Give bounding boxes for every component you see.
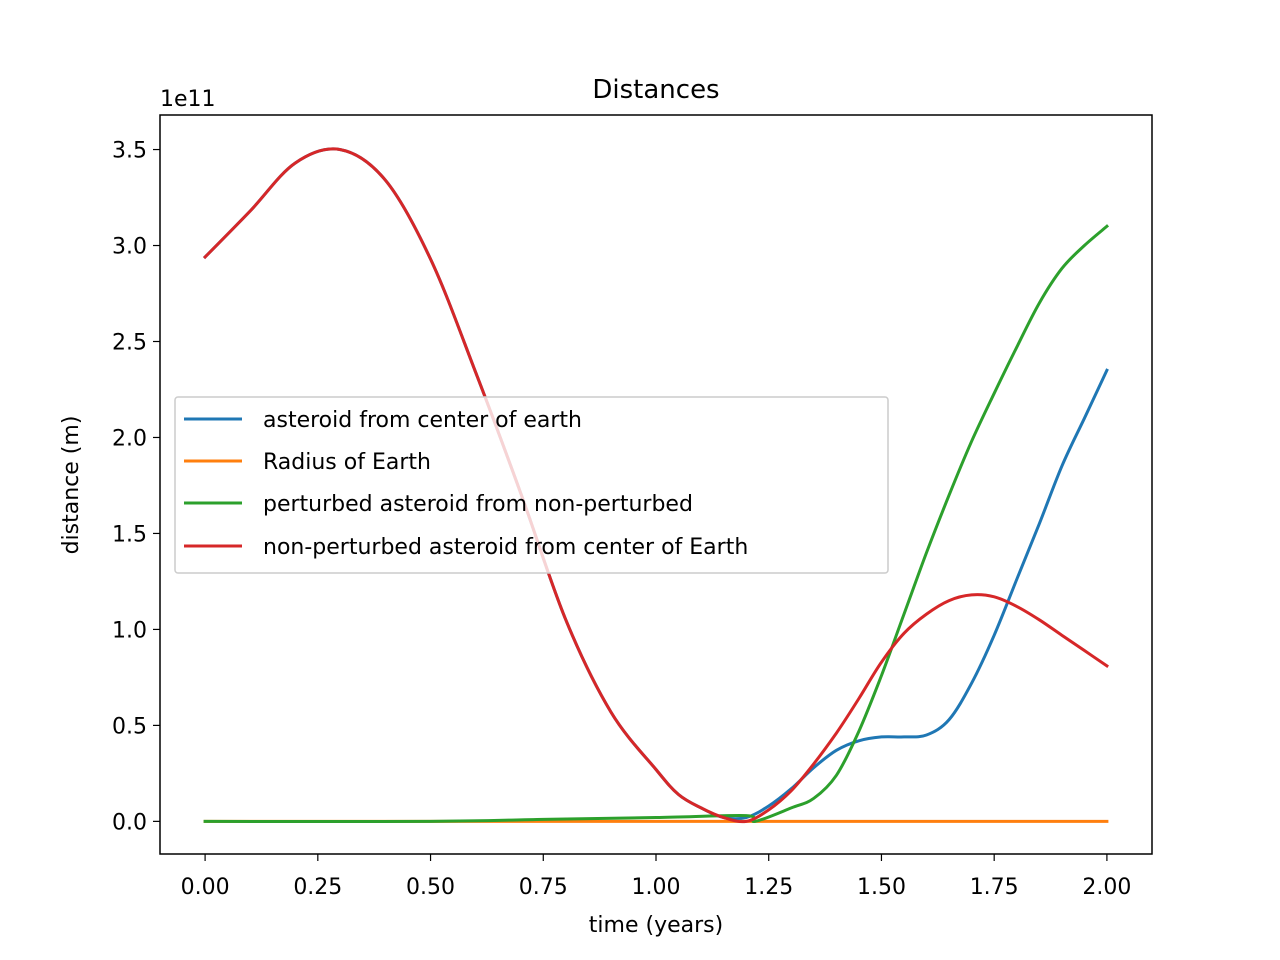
x-tick-label: 0.00 — [181, 875, 230, 900]
y-axis-ticks: 0.0 0.5 1.0 1.5 2.0 2.5 3.0 3.5 — [112, 139, 160, 835]
y-tick-label: 0.5 — [112, 714, 147, 739]
series-line-non-perturbed-asteroid — [202, 147, 1109, 824]
y-tick-label: 0.0 — [112, 810, 147, 835]
x-tick-label: 2.00 — [1082, 875, 1131, 900]
chart-title: Distances — [592, 75, 719, 105]
legend-entry-perturbed-asteroid: perturbed asteroid from non-perturbed — [184, 492, 693, 517]
y-tick-label: 1.5 — [112, 522, 147, 547]
x-tick-label: 1.75 — [970, 875, 1019, 900]
x-tick-label: 0.50 — [406, 875, 455, 900]
y-tick-label: 2.5 — [112, 330, 147, 355]
legend-frame — [174, 396, 889, 574]
legend-entry-radius-of-earth: Radius of Earth — [184, 450, 431, 475]
plot-frame — [159, 114, 1153, 855]
series-line-perturbed-asteroid — [203, 224, 1110, 824]
x-axis-ticks: 0.00 0.25 0.50 0.75 1.00 1.25 1.50 1.75 2.00 — [181, 854, 1131, 900]
legend-label: asteroid from center of earth — [263, 408, 582, 433]
y-offset-label: 1e11 — [160, 87, 216, 112]
y-tick-label: 3.5 — [112, 139, 147, 164]
legend-label: Radius of Earth — [263, 450, 431, 475]
y-tick-label: 3.0 — [112, 235, 147, 260]
legend-entry-asteroid-from-center-of-earth: asteroid from center of earth — [184, 408, 582, 433]
series-lines — [202, 147, 1110, 824]
y-axis-label: distance (m) — [59, 416, 84, 555]
x-tick-label: 1.25 — [744, 875, 793, 900]
legend-entry-non-perturbed-asteroid: non-perturbed asteroid from center of Ea… — [184, 535, 748, 560]
x-tick-label: 0.25 — [293, 875, 342, 900]
x-tick-label: 0.75 — [519, 875, 568, 900]
y-tick-label: 1.0 — [112, 618, 147, 643]
x-tick-label: 1.00 — [632, 875, 681, 900]
legend: asteroid from center of earth Radius of … — [174, 396, 889, 574]
legend-label: non-perturbed asteroid from center of Ea… — [263, 535, 748, 560]
x-axis-label: time (years) — [589, 913, 723, 938]
legend-label: perturbed asteroid from non-perturbed — [263, 492, 693, 517]
y-tick-label: 2.0 — [112, 426, 147, 451]
x-tick-label: 1.50 — [857, 875, 906, 900]
